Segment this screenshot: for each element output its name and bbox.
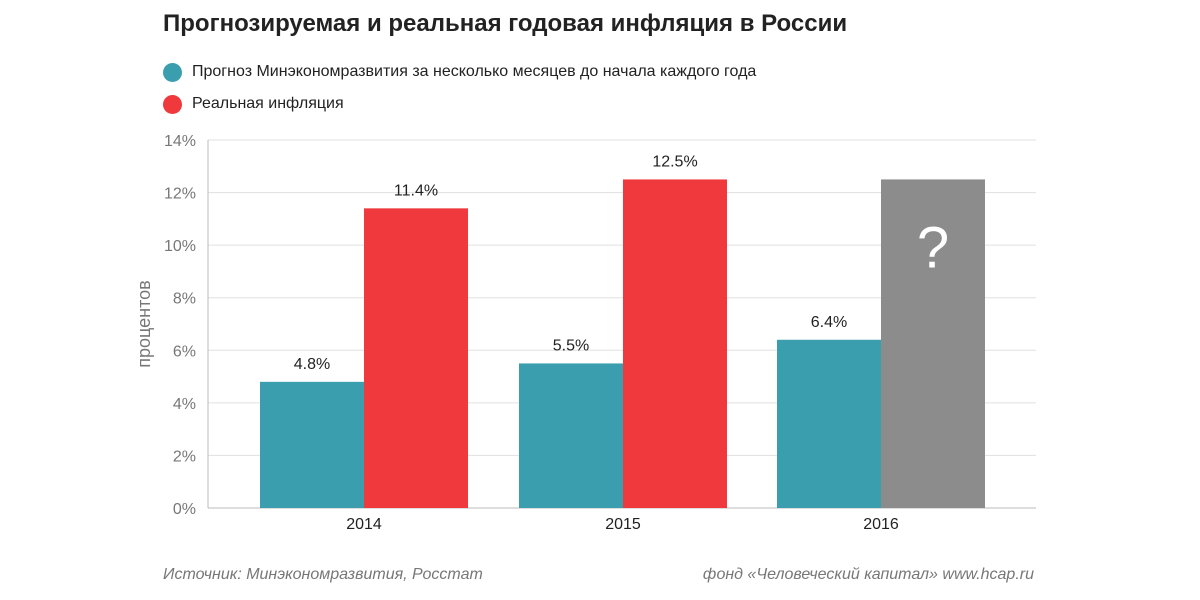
y-tick-label: 12% bbox=[164, 186, 196, 203]
bar-forecast-2016 bbox=[777, 339, 881, 508]
x-tick-label: 2015 bbox=[605, 516, 641, 533]
data-label-forecast-2015: 5.5% bbox=[553, 337, 589, 354]
data-label-actual-2015: 12.5% bbox=[652, 153, 697, 170]
legend-label-forecast: Прогноз Минэкономразвития за несколько м… bbox=[192, 63, 757, 80]
data-label-forecast-2016: 6.4% bbox=[811, 314, 847, 331]
legend-item-actual: Реальная инфляция bbox=[163, 88, 756, 120]
data-label-actual-2014: 11.4% bbox=[394, 182, 438, 199]
legend-label-actual: Реальная инфляция bbox=[192, 95, 344, 112]
y-tick-label: 10% bbox=[164, 238, 196, 255]
legend-item-forecast: Прогноз Минэкономразвития за несколько м… bbox=[163, 56, 756, 88]
data-label-forecast-2014: 4.8% bbox=[294, 356, 330, 373]
legend-marker-actual bbox=[163, 94, 182, 114]
unknown-value-mark: ? bbox=[917, 215, 949, 280]
bar-unknown-2016 bbox=[881, 179, 985, 508]
bar-forecast-2015 bbox=[519, 363, 623, 508]
legend: Прогноз Минэкономразвития за несколько м… bbox=[163, 56, 756, 120]
y-tick-label: 14% bbox=[164, 133, 196, 150]
legend-marker-forecast bbox=[163, 62, 182, 82]
y-tick-label: 2% bbox=[173, 448, 196, 465]
y-tick-label: 0% bbox=[173, 501, 196, 518]
bar-actual-2014 bbox=[364, 208, 468, 509]
y-tick-label: 8% bbox=[173, 291, 196, 308]
source-note: Источник: Минэкономразвития, Росстат bbox=[163, 566, 483, 583]
x-tick-label: 2014 bbox=[346, 516, 382, 533]
credit-note: фонд «Человеческий капитал» www.hcap.ru bbox=[702, 566, 1034, 583]
bar-forecast-2014 bbox=[260, 381, 364, 508]
y-tick-label: 4% bbox=[173, 396, 196, 413]
x-tick-label: 2016 bbox=[863, 516, 899, 533]
y-tick-label: 6% bbox=[173, 343, 196, 360]
chart-title: Прогнозируемая и реальная годовая инфляц… bbox=[163, 10, 848, 37]
bar-actual-2015 bbox=[623, 179, 727, 508]
y-axis-label: процентов bbox=[134, 280, 154, 367]
